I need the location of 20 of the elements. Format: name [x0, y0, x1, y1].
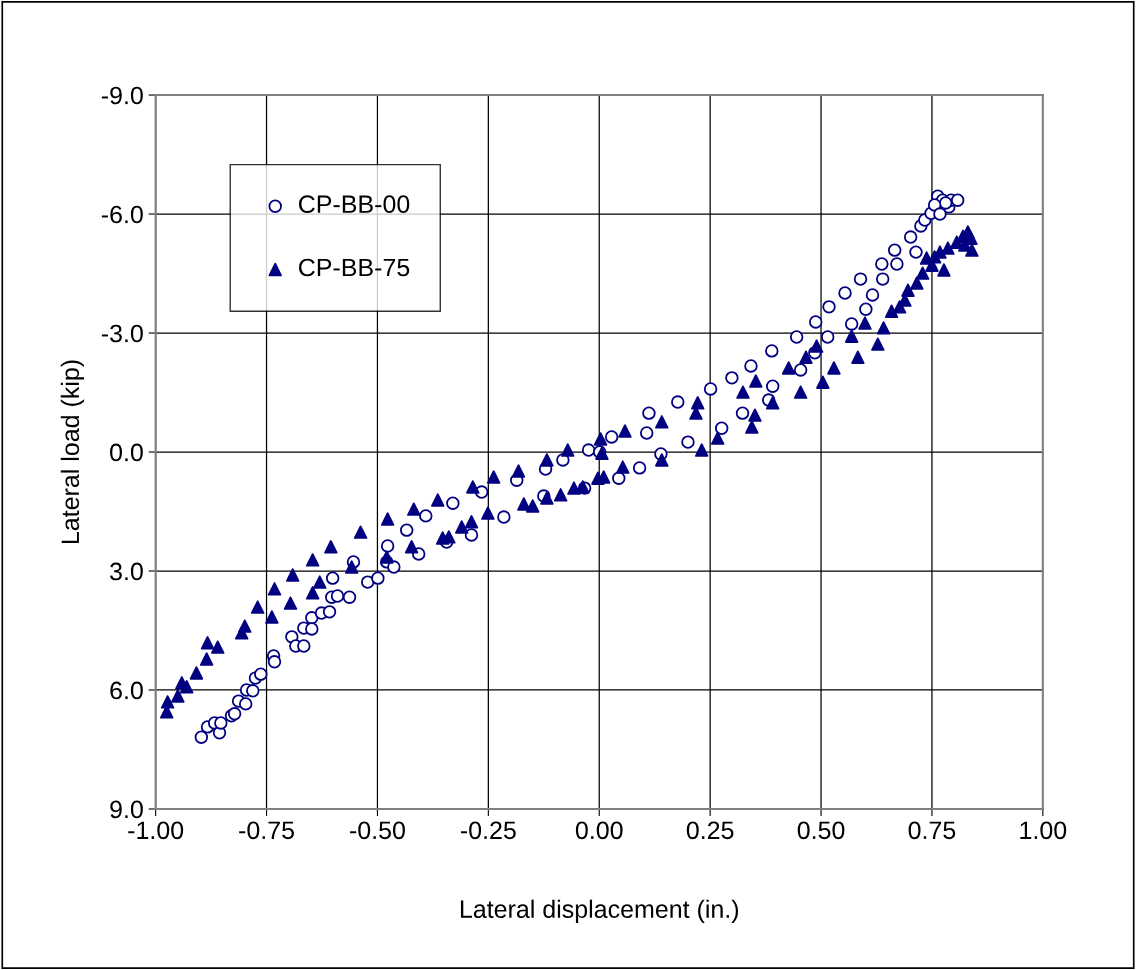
- y-tick-label: 0.0: [110, 443, 143, 462]
- x-tick-label: 0.50: [797, 821, 845, 840]
- x-tick-label: 0.00: [575, 821, 623, 840]
- x-tick-label: 0.75: [908, 821, 956, 840]
- legend-label: CP-BB-00: [299, 195, 410, 214]
- y-tick-label: -9.0: [101, 86, 143, 105]
- x-axis-title: Lateral displacement (in.): [460, 899, 739, 923]
- y-tick-label: -6.0: [101, 205, 143, 224]
- y-axis-title: Lateral load (kip): [60, 360, 85, 544]
- y-tick-label: -3.0: [101, 324, 143, 343]
- x-tick-label: 1.00: [1020, 821, 1067, 840]
- legend-label: CP-BB-75: [299, 258, 410, 277]
- y-tick-label: 6.0: [110, 681, 143, 700]
- y-tick-label: 9.0: [110, 800, 143, 819]
- x-tick-label: -1.00: [128, 821, 184, 840]
- x-tick-label: -0.25: [460, 821, 516, 840]
- x-tick-label: -0.75: [239, 821, 294, 840]
- x-tick-label: -0.50: [350, 821, 405, 840]
- y-tick-label: 3.0: [110, 562, 143, 581]
- x-tick-label: 0.25: [686, 821, 734, 840]
